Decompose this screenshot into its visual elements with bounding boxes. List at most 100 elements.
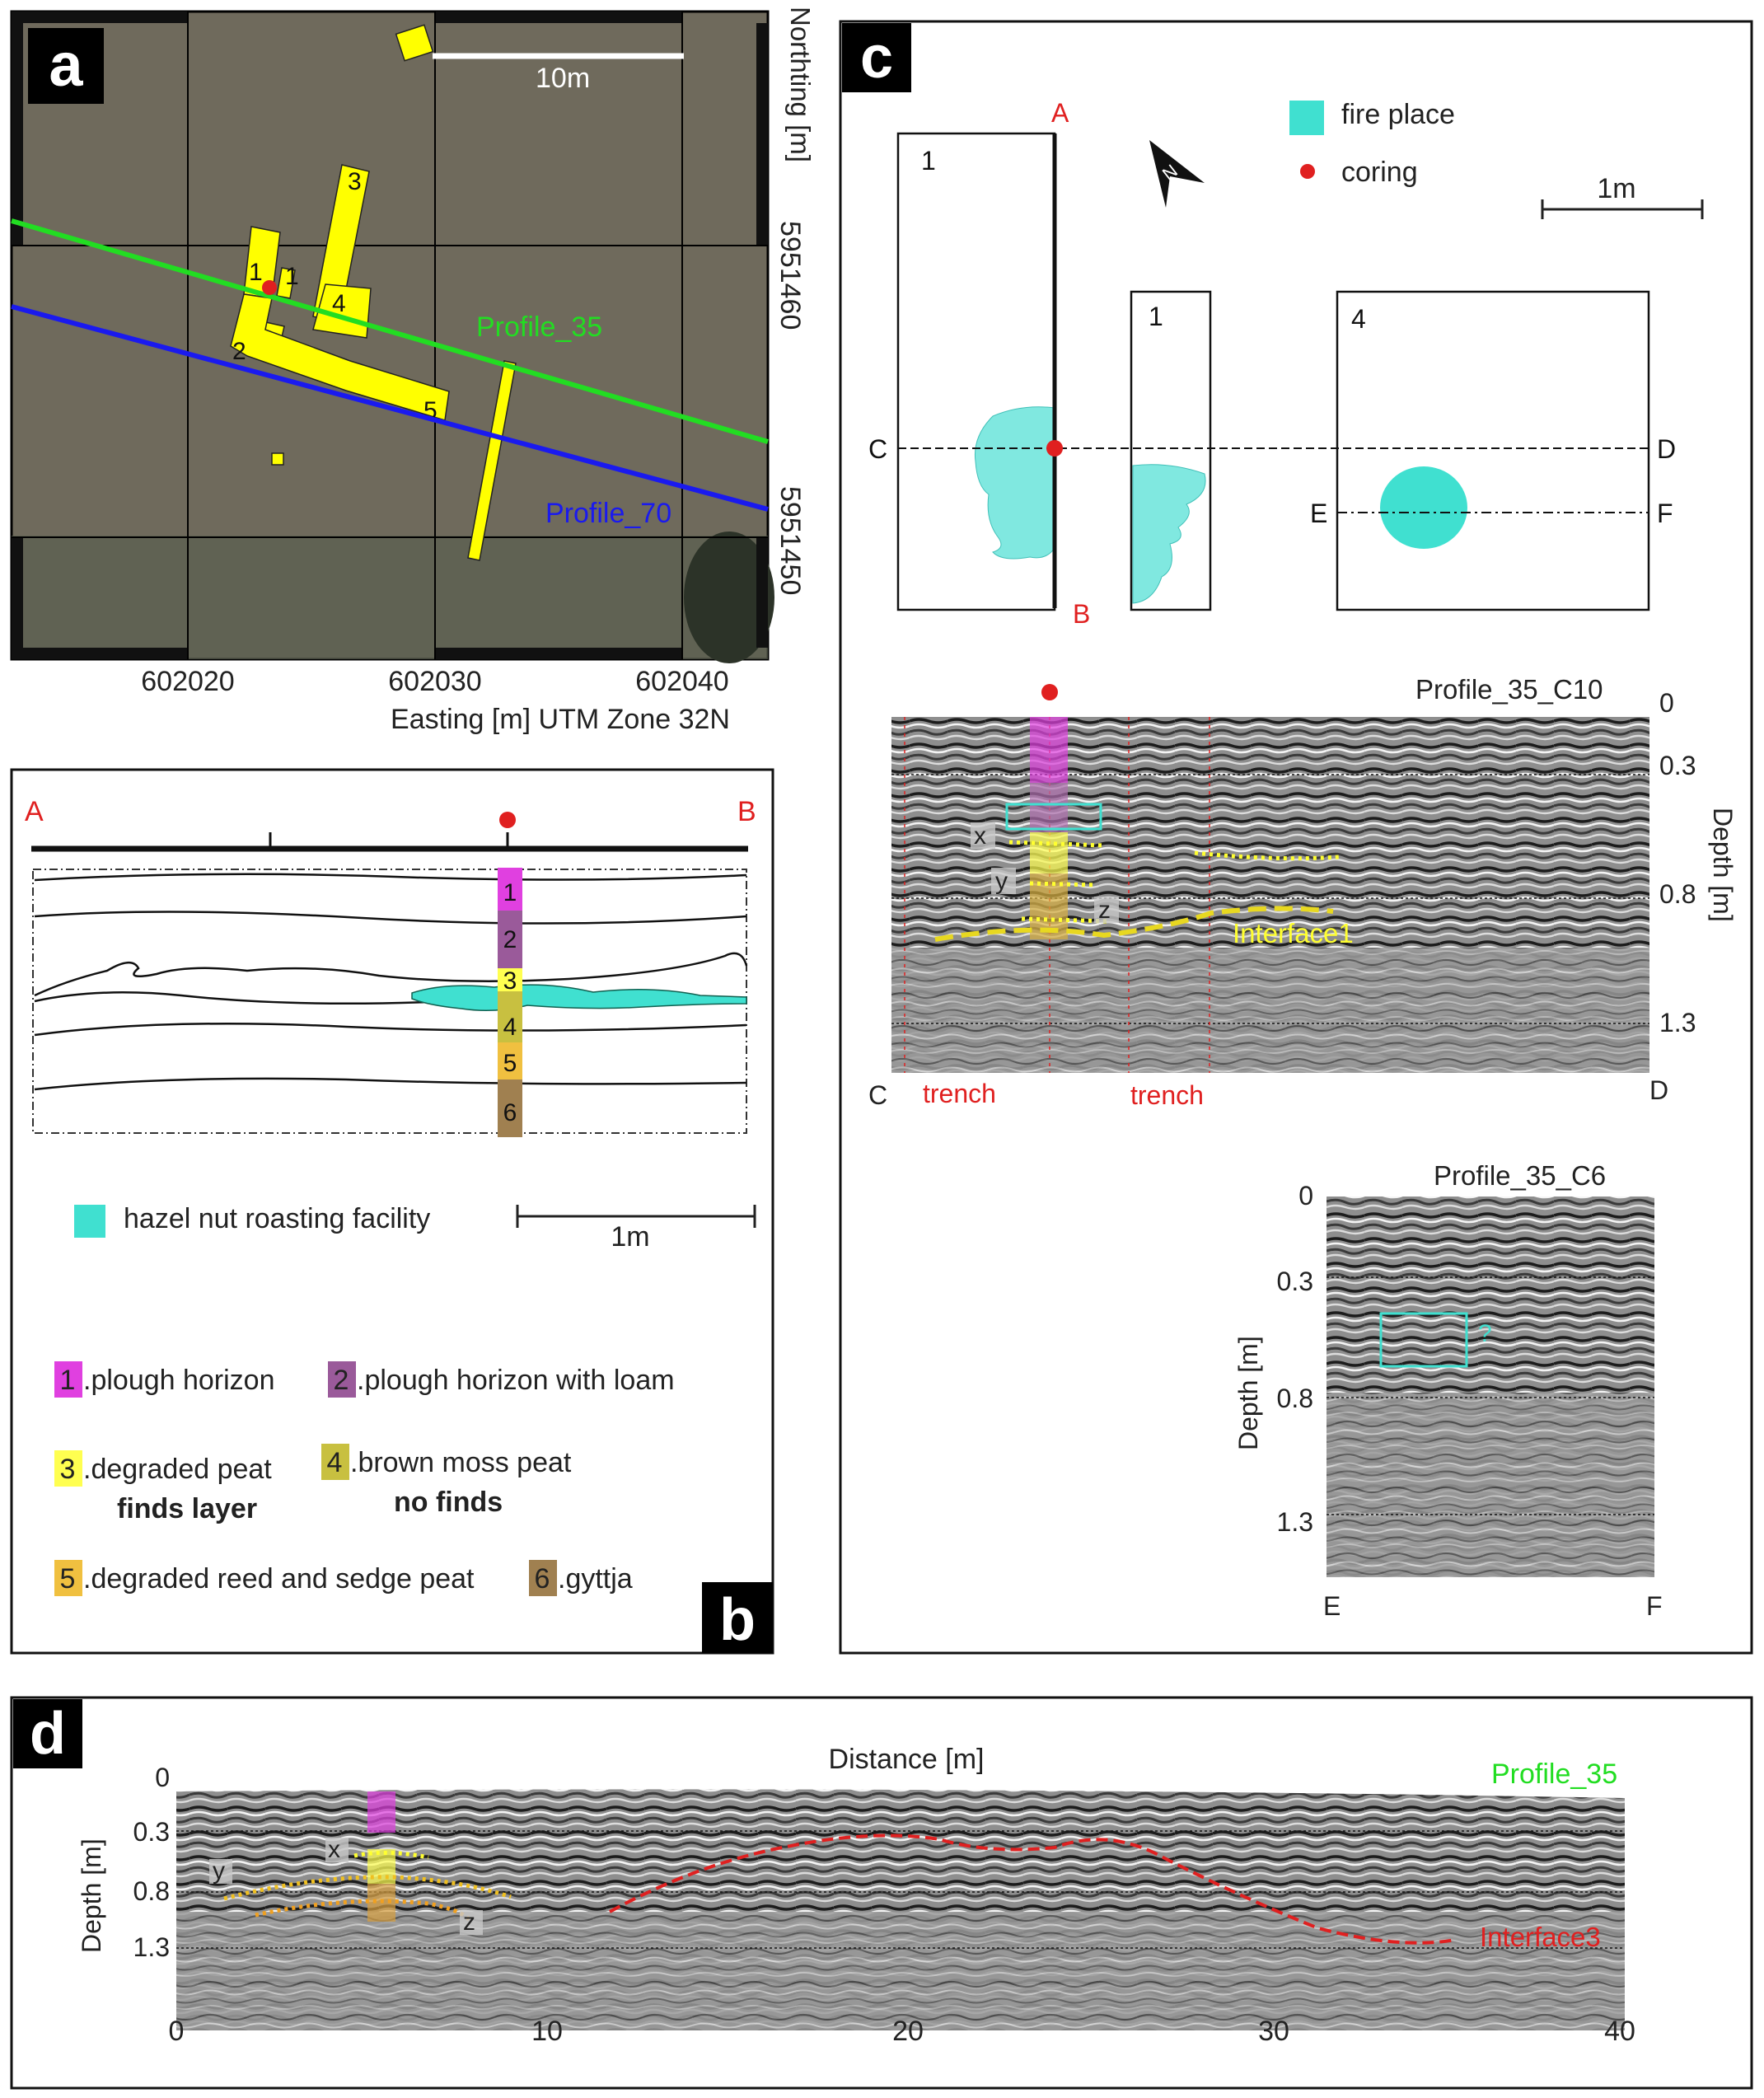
svg-text:z: z [1098,897,1111,924]
trench-label: trench [923,1079,996,1108]
fire-place [1132,464,1206,604]
svg-text:1: 1 [1149,302,1163,331]
svg-text:.plough horizon with loam: .plough horizon with loam [357,1365,675,1396]
svg-text:.degraded peat: .degraded peat [83,1454,272,1485]
svg-text:0.3: 0.3 [133,1817,170,1847]
depth-gridlines [176,1830,1625,1949]
svg-text:6: 6 [535,1563,550,1595]
profile-35-label: Profile_35 [1491,1758,1617,1790]
svg-text:1: 1 [921,146,936,176]
uncertain-mark: ? [1478,1320,1492,1347]
fire-place-swatch [1289,101,1324,135]
svg-text:4: 4 [332,290,346,317]
profile-70-label: Profile_70 [545,498,671,529]
frame-tick [12,537,23,648]
svg-text:20: 20 [892,2016,924,2047]
svg-text:602040: 602040 [635,666,728,697]
profile-35-line [11,218,769,444]
core-numbers: 1 2 3 4 5 6 [503,879,517,1126]
gpr-lower-c6 [1327,1393,1654,1577]
map-grid [12,12,768,659]
svg-text:1: 1 [249,259,263,286]
svg-text:z: z [463,1908,475,1936]
svg-text:1: 1 [285,263,299,290]
depth-axis-label: Depth [m] [77,1838,106,1953]
svg-text:4: 4 [1351,304,1366,334]
svg-text:0.8: 0.8 [133,1876,170,1906]
facility-legend: hazel nut roasting facility [124,1203,430,1234]
svg-text:0: 0 [1298,1181,1313,1211]
profile-c10-title: Profile_35_C10 [1415,674,1603,705]
depth-ticks-c10: 0 0.3 0.8 1.3 [1659,688,1696,1037]
svg-text:3: 3 [503,967,517,995]
depth-axis-label: Depth [m] [1708,808,1738,922]
svg-text:y: y [213,1857,225,1885]
panel-badge-d-text: d [30,1701,66,1767]
svg-text:x: x [974,822,986,850]
frame-tick [756,537,768,648]
panel-badge-b-text: b [719,1587,756,1653]
frame-tick [756,23,768,246]
layer-boundaries [34,873,748,1091]
coring-point [1046,440,1063,457]
coring-point [1041,684,1058,700]
coring-legend: coring [1341,157,1418,188]
svg-text:4: 4 [327,1447,343,1478]
svg-text:no finds: no finds [394,1487,503,1518]
interface3-line [609,1833,1456,1945]
point-b: B [737,796,756,827]
profile-35-label: Profile_35 [476,311,602,343]
svg-text:E: E [1310,499,1327,528]
gpr-lower-d [176,1912,1625,2030]
gpr-lower-c10 [891,948,1649,1073]
trench-labels: 1 1 2 3 4 5 [232,168,437,424]
interface1-label: Interface1 [1233,918,1354,948]
scale-label: 1m [611,1221,649,1253]
plan-box-1b [1130,290,1212,611]
svg-text:B: B [1073,599,1090,629]
svg-text:0: 0 [1659,688,1674,718]
svg-text:0.8: 0.8 [1659,879,1696,909]
svg-text:2: 2 [503,926,517,953]
svg-text:F: F [1657,499,1673,528]
frame-tick [12,12,188,23]
panel-badge-a [28,28,104,104]
svg-text:C: C [868,434,887,464]
svg-text:1: 1 [503,879,517,906]
interface3-label: Interface3 [1480,1922,1601,1952]
north-arrow-icon [1149,140,1205,208]
frame-tick [435,12,682,23]
panel-badge-a-text: a [49,30,83,99]
trench-label: trench [1130,1080,1204,1110]
svg-text:40: 40 [1604,2016,1635,2047]
svg-text:602030: 602030 [388,666,481,697]
svg-text:.brown moss peat: .brown moss peat [350,1447,572,1478]
profile-70-line [11,304,769,512]
svg-text:A: A [1051,98,1069,128]
distance-ticks: 0 10 20 30 40 [169,2016,1635,2047]
panel-d: d Distance [m] Profile_35 x y z [10,1696,1753,2090]
svg-text:1.3: 1.3 [133,1932,170,1962]
frame-tick [12,648,188,659]
core-column [498,868,522,1137]
coring-legend-dot [1300,164,1315,179]
depth-gridlines [1327,1276,1654,1515]
svg-text:3: 3 [60,1454,76,1485]
profile-c6-left: E [1323,1591,1341,1621]
aerial-dark-patch [12,536,768,659]
fire-place [1380,466,1467,549]
north-tick: 5951450 [774,486,806,595]
svg-text:30: 30 [1258,2016,1289,2047]
panel-badge-c-text: c [860,25,893,91]
fire-place-legend: fire place [1341,99,1455,130]
fire-place [974,406,1055,560]
profile-c6-right: F [1646,1591,1663,1621]
plan-box-4 [1336,290,1650,611]
northing-label: Northting [m] [785,7,816,162]
svg-text:3: 3 [348,168,362,195]
facility-swatch [74,1205,105,1238]
panel-b-frame [10,768,774,1655]
fire-place-box [1005,803,1102,831]
aerial-tree [684,532,774,663]
svg-text:0.3: 0.3 [1277,1267,1313,1296]
